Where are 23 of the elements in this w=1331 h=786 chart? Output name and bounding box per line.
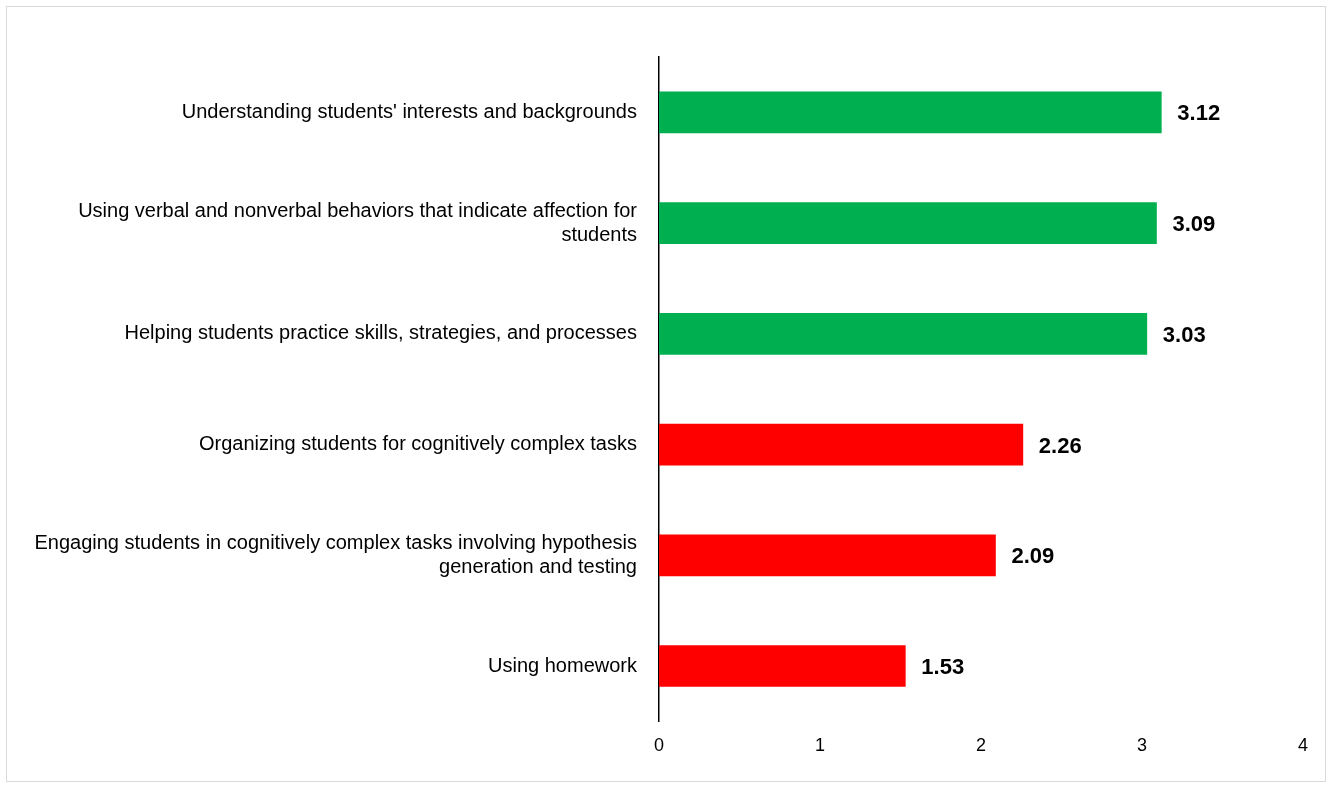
bar [659,423,1024,466]
bar [659,202,1157,244]
bar [659,534,996,577]
bar [659,645,906,687]
data-label: 2.09 [1011,543,1055,569]
y-tick-label: Using homework [488,653,638,676]
y-tick-label: Helping students practice skills, strategies, and processes [124,321,637,344]
x-tick-label: 0 [653,735,665,756]
x-tick-label: 3 [1136,735,1148,756]
data-label: 3.12 [1177,100,1221,126]
data-label: 3.03 [1162,321,1206,347]
y-tick-label: Understanding students' interests and backgrounds [181,99,637,122]
data-label: 1.53 [921,654,965,680]
x-tick-label: 1 [814,735,826,756]
y-tick-label: Organizing students for cognitively complex tasks [199,432,637,455]
data-label: 2.26 [1038,432,1082,458]
y-tick-label: Engaging students in cognitively complex tasks involving hypothesis generation and testing [34,530,637,577]
bar [659,313,1148,355]
y-tick-label: Using verbal and nonverbal behaviors that indicate affection for students [78,198,638,245]
x-tick-label: 2 [975,735,987,756]
data-label: 3.09 [1172,211,1216,237]
x-tick-label: 4 [1297,735,1309,756]
bar [659,91,1162,134]
